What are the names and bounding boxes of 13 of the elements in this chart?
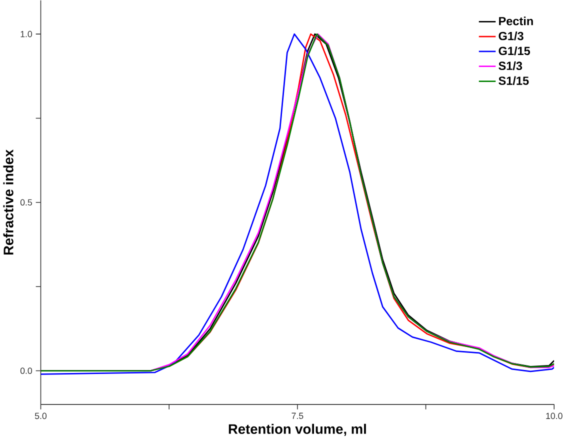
legend-label: S1/3	[498, 61, 522, 70]
y-tick-label: 0.0	[20, 368, 32, 374]
legend-label: S1/15	[498, 76, 529, 85]
x-tick-label: 7.5	[292, 412, 304, 419]
x-tick-label: 10.0	[546, 412, 562, 419]
x-tick-label: 5.0	[34, 412, 47, 419]
y-tick-label: 1.0	[20, 30, 32, 38]
legend-label: G1/15	[498, 46, 530, 56]
y-tick-label: 0.5	[20, 199, 32, 206]
y-axis-title: Refractive index	[3, 149, 14, 254]
x-axis-title: Retention volume, ml	[228, 424, 366, 436]
legend-label: Pectin	[499, 16, 533, 26]
legend-label: G1/3	[498, 31, 524, 40]
